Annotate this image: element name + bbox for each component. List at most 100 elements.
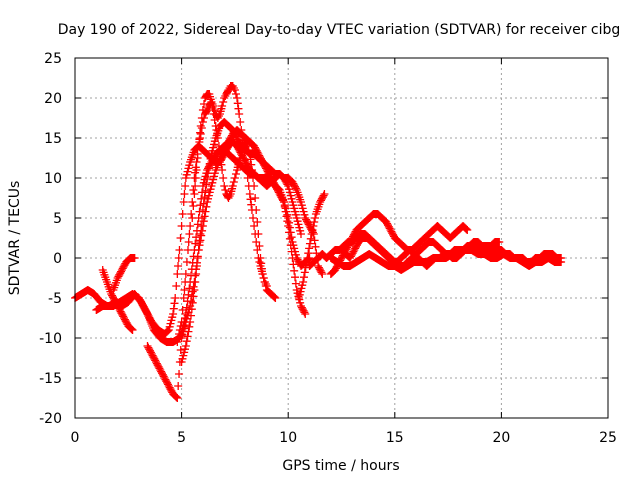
- data-point: [262, 282, 271, 290]
- data-point: [301, 263, 310, 272]
- data-point: [218, 102, 227, 110]
- data-point: [311, 242, 320, 251]
- data-point: [193, 252, 202, 261]
- data-point: [235, 110, 244, 118]
- data-point: [223, 87, 232, 96]
- data-point: [291, 273, 300, 282]
- data-point: [242, 140, 251, 148]
- data-point: [203, 174, 212, 182]
- data-point: [219, 174, 228, 182]
- data-point: [185, 322, 194, 331]
- x-tick-label: 20: [492, 430, 510, 446]
- data-point: [186, 222, 195, 230]
- data-point: [463, 226, 472, 234]
- data-point: [196, 128, 205, 137]
- data-point: [199, 100, 208, 108]
- series-arc-10: [326, 210, 472, 278]
- data-point: [258, 270, 267, 278]
- data-point: [169, 304, 178, 313]
- data-point: [192, 166, 201, 174]
- data-point: [191, 239, 200, 248]
- data-point: [252, 206, 261, 214]
- data-point: [186, 297, 195, 306]
- data-point: [199, 217, 208, 226]
- data-point: [207, 98, 216, 106]
- data-point: [185, 230, 194, 238]
- x-tick-label: 15: [386, 430, 404, 446]
- y-tick-label: 15: [44, 131, 62, 147]
- data-point: [181, 182, 190, 190]
- data-point: [198, 222, 207, 230]
- data-point: [291, 184, 300, 193]
- data-point: [144, 312, 153, 320]
- data-point: [205, 159, 214, 168]
- data-point: [281, 207, 290, 216]
- data-point: [233, 99, 242, 108]
- data-point: [280, 202, 289, 211]
- data-point: [300, 308, 309, 317]
- data-point: [174, 262, 183, 270]
- data-point: [225, 192, 234, 200]
- data-point: [197, 231, 206, 240]
- data-point: [233, 94, 242, 102]
- data-point: [308, 226, 317, 234]
- data-point: [173, 394, 182, 402]
- data-point: [148, 322, 157, 330]
- data-point: [202, 202, 211, 211]
- data-point: [193, 220, 202, 229]
- y-tick-label: 5: [53, 211, 62, 227]
- data-point: [191, 271, 200, 280]
- data-point: [202, 180, 211, 189]
- data-point: [200, 212, 209, 221]
- data-point: [176, 234, 185, 242]
- data-point: [174, 382, 183, 390]
- data-point: [221, 186, 230, 194]
- data-point: [180, 190, 189, 198]
- data-point: [175, 326, 184, 334]
- data-point: [138, 301, 147, 310]
- data-point: [495, 238, 504, 246]
- data-point: [163, 327, 172, 336]
- data-point: [195, 135, 204, 144]
- data-point: [286, 241, 295, 250]
- data-point: [197, 114, 206, 122]
- data-point: [169, 310, 178, 318]
- data-point: [197, 124, 206, 132]
- data-point: [299, 278, 308, 286]
- data-point: [309, 222, 318, 230]
- data-point: [200, 193, 209, 202]
- data-point: [284, 222, 293, 230]
- data-point: [255, 242, 264, 250]
- data-point: [213, 134, 222, 142]
- data-point: [221, 92, 230, 100]
- data-point: [196, 201, 205, 210]
- data-point: [285, 223, 294, 232]
- series-arc-6: [143, 146, 310, 402]
- data-point: [145, 314, 154, 322]
- series-arc-12: [326, 246, 566, 274]
- data-point: [269, 292, 278, 301]
- data-point: [245, 190, 254, 198]
- data-point: [214, 112, 223, 120]
- x-tick-label: 10: [279, 430, 297, 446]
- data-point: [461, 224, 470, 233]
- data-point: [209, 110, 218, 118]
- y-tick-label: -15: [39, 371, 62, 387]
- data-point: [178, 306, 187, 314]
- data-point: [191, 182, 200, 190]
- data-point: [270, 293, 279, 302]
- data-point: [291, 279, 300, 288]
- data-point: [147, 320, 156, 328]
- data-point: [182, 337, 191, 346]
- data-point: [198, 188, 207, 197]
- data-point: [282, 212, 291, 221]
- data-point: [171, 392, 180, 401]
- data-point: [231, 90, 240, 98]
- data-point: [299, 273, 308, 282]
- data-point: [201, 186, 210, 195]
- data-point: [302, 258, 311, 267]
- data-point: [243, 142, 252, 150]
- data-point: [557, 258, 566, 266]
- data-point: [191, 174, 200, 182]
